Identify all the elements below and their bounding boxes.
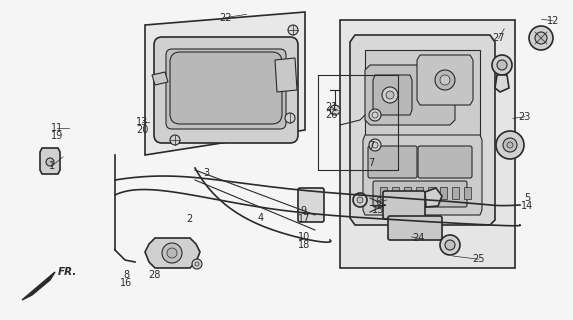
Text: 10: 10: [297, 232, 310, 242]
Circle shape: [440, 235, 460, 255]
Circle shape: [46, 158, 54, 166]
Bar: [318, 75, 398, 170]
Text: 16: 16: [120, 278, 132, 288]
Text: 7: 7: [368, 158, 374, 168]
Bar: [428, 187, 435, 199]
FancyBboxPatch shape: [388, 216, 442, 240]
Bar: [392, 187, 399, 199]
Circle shape: [330, 105, 340, 115]
Text: 12: 12: [547, 16, 559, 26]
FancyBboxPatch shape: [368, 146, 417, 178]
Polygon shape: [373, 75, 412, 115]
Circle shape: [170, 135, 180, 145]
Circle shape: [285, 113, 295, 123]
Bar: [365, 50, 480, 210]
Polygon shape: [417, 55, 473, 105]
Bar: [340, 20, 515, 268]
Bar: [452, 187, 459, 199]
Text: 23: 23: [519, 112, 531, 122]
FancyBboxPatch shape: [373, 181, 467, 207]
Polygon shape: [495, 75, 509, 92]
Polygon shape: [22, 272, 55, 300]
Circle shape: [357, 197, 363, 203]
Text: 13: 13: [136, 116, 148, 127]
Circle shape: [507, 142, 513, 148]
Text: 4: 4: [258, 212, 264, 223]
Text: 17: 17: [297, 214, 310, 224]
Circle shape: [369, 109, 381, 121]
Text: 14: 14: [521, 201, 533, 212]
Text: 5: 5: [524, 193, 530, 204]
Polygon shape: [275, 58, 297, 92]
Text: 9: 9: [301, 206, 307, 216]
Text: 20: 20: [136, 124, 148, 135]
Text: 28: 28: [148, 270, 161, 280]
Circle shape: [353, 193, 367, 207]
Text: 6: 6: [375, 196, 381, 207]
Text: 22: 22: [219, 12, 231, 23]
Bar: [380, 187, 387, 199]
Circle shape: [192, 259, 202, 269]
Bar: [416, 187, 423, 199]
Text: 8: 8: [123, 270, 129, 280]
FancyBboxPatch shape: [418, 146, 472, 178]
Text: 15: 15: [372, 204, 384, 215]
Text: 2: 2: [186, 214, 192, 224]
Text: 1: 1: [49, 161, 54, 172]
Circle shape: [445, 240, 455, 250]
Circle shape: [369, 139, 381, 151]
FancyBboxPatch shape: [166, 49, 286, 129]
Polygon shape: [425, 188, 442, 207]
Circle shape: [529, 26, 553, 50]
Circle shape: [167, 248, 177, 258]
Bar: [440, 187, 447, 199]
Circle shape: [440, 75, 450, 85]
Bar: [404, 187, 411, 199]
Circle shape: [162, 243, 182, 263]
Bar: [464, 187, 471, 199]
Circle shape: [535, 32, 547, 44]
Text: 18: 18: [297, 240, 310, 250]
Text: 25: 25: [472, 254, 485, 264]
Polygon shape: [145, 238, 200, 268]
Circle shape: [492, 55, 512, 75]
Text: 24: 24: [412, 233, 425, 244]
Text: 7: 7: [368, 140, 374, 151]
Text: 11: 11: [51, 123, 64, 133]
Text: 26: 26: [325, 110, 337, 120]
Polygon shape: [350, 35, 495, 225]
Polygon shape: [145, 12, 305, 155]
Polygon shape: [152, 72, 168, 85]
Text: 27: 27: [492, 33, 505, 44]
Circle shape: [382, 87, 398, 103]
Text: 21: 21: [325, 102, 337, 112]
Circle shape: [386, 91, 394, 99]
Polygon shape: [365, 65, 455, 125]
Circle shape: [496, 131, 524, 159]
Polygon shape: [363, 135, 482, 215]
Circle shape: [288, 25, 298, 35]
Text: 3: 3: [203, 168, 209, 178]
Circle shape: [435, 70, 455, 90]
FancyBboxPatch shape: [154, 37, 298, 143]
Text: FR.: FR.: [58, 267, 77, 277]
FancyBboxPatch shape: [298, 188, 324, 222]
FancyBboxPatch shape: [383, 191, 425, 219]
Circle shape: [503, 138, 517, 152]
Text: 19: 19: [51, 131, 64, 141]
FancyBboxPatch shape: [170, 52, 282, 124]
Polygon shape: [40, 148, 60, 174]
Circle shape: [497, 60, 507, 70]
